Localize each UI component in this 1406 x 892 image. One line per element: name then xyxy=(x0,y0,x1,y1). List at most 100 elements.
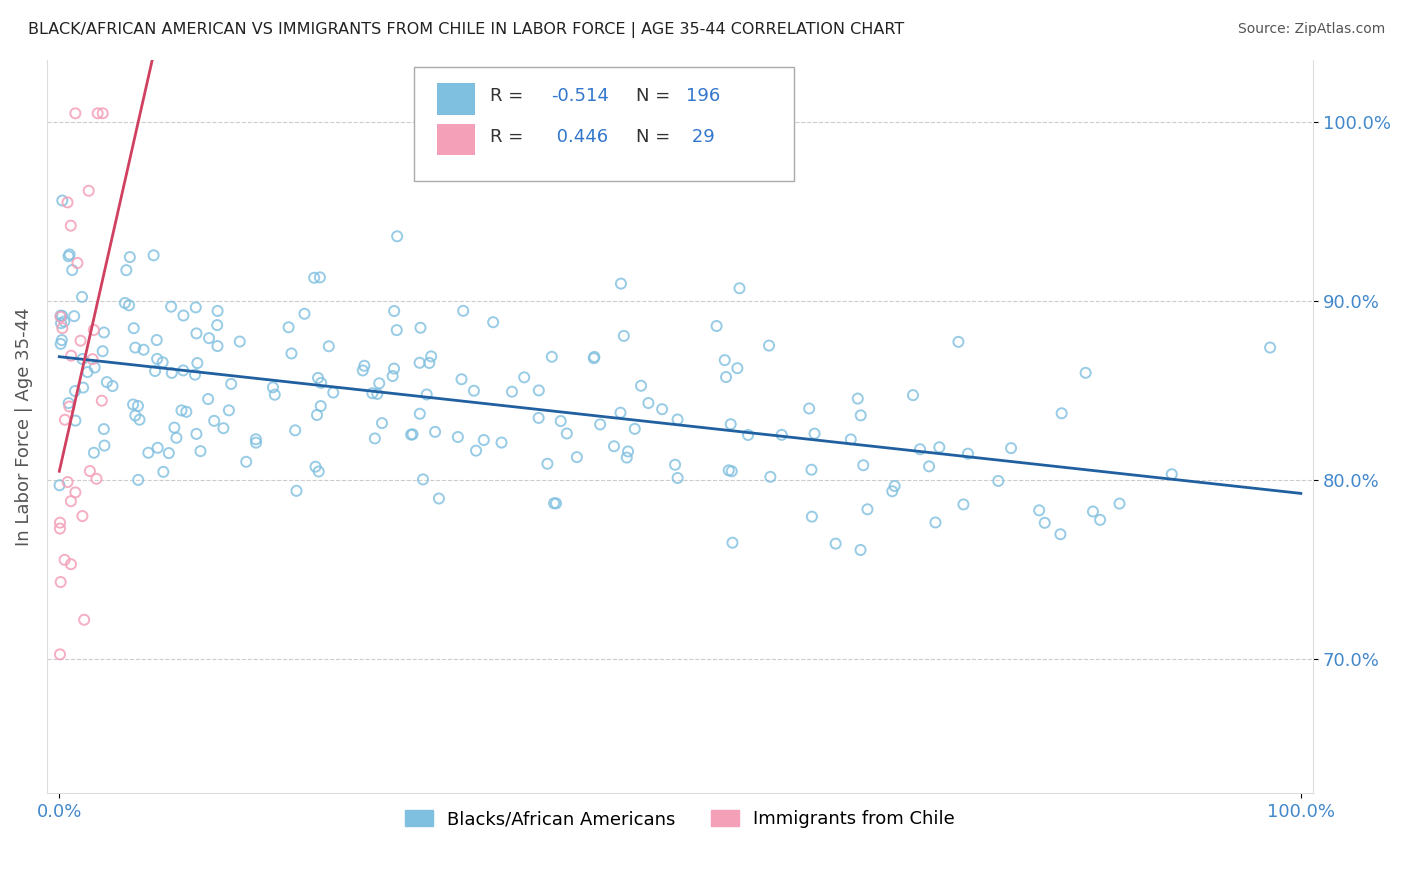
Point xyxy=(90,393,112,408)
Point xyxy=(86,472,108,486)
Point xyxy=(856,502,879,516)
Point xyxy=(799,401,821,416)
Point xyxy=(882,484,904,499)
Point xyxy=(1074,366,1097,380)
Point xyxy=(956,447,979,461)
Point xyxy=(114,296,136,310)
Point xyxy=(382,361,405,376)
Point xyxy=(115,263,138,277)
Point xyxy=(122,397,145,411)
Point xyxy=(59,494,82,508)
Point xyxy=(72,351,94,366)
Point xyxy=(263,387,285,401)
Point xyxy=(472,433,495,447)
Point xyxy=(60,349,83,363)
Point xyxy=(322,385,344,400)
Point xyxy=(617,444,640,458)
Point xyxy=(901,388,924,402)
Point xyxy=(127,473,149,487)
Point xyxy=(416,387,439,401)
Point xyxy=(408,356,430,370)
Point xyxy=(309,399,332,413)
Point xyxy=(1108,497,1130,511)
Point xyxy=(70,290,93,304)
Point xyxy=(924,516,946,530)
Point xyxy=(82,352,104,367)
Point xyxy=(908,442,931,457)
Point xyxy=(66,256,89,270)
Point xyxy=(839,433,862,447)
Point xyxy=(51,309,73,323)
Point xyxy=(93,422,115,436)
Point xyxy=(172,363,194,377)
Point xyxy=(603,439,626,453)
Text: 29: 29 xyxy=(686,128,716,145)
Point xyxy=(49,648,72,662)
Point xyxy=(401,427,423,442)
Point xyxy=(536,457,558,471)
Point xyxy=(69,334,91,348)
Point xyxy=(423,425,446,439)
Point xyxy=(651,402,673,417)
Point xyxy=(72,381,94,395)
Point xyxy=(124,409,146,423)
Point xyxy=(219,376,242,391)
Point xyxy=(152,355,174,369)
Point xyxy=(589,417,612,432)
Point xyxy=(184,368,207,382)
Point xyxy=(197,392,219,406)
Point xyxy=(91,106,114,120)
Point xyxy=(420,350,443,364)
Point xyxy=(852,458,875,473)
Point xyxy=(96,375,118,389)
Point xyxy=(157,446,180,460)
Text: Source: ZipAtlas.com: Source: ZipAtlas.com xyxy=(1237,22,1385,37)
Point xyxy=(948,334,970,349)
Point xyxy=(463,384,485,398)
Point xyxy=(198,331,221,345)
Point xyxy=(666,471,689,485)
Point xyxy=(146,441,169,455)
Point xyxy=(58,247,80,261)
Point xyxy=(163,420,186,434)
Point xyxy=(51,321,73,335)
Point xyxy=(83,446,105,460)
Point xyxy=(482,315,505,329)
Point xyxy=(544,496,567,510)
Point xyxy=(616,450,638,465)
Point xyxy=(399,427,422,442)
Point xyxy=(630,378,652,392)
Point xyxy=(770,428,793,442)
Point xyxy=(184,301,207,315)
Point xyxy=(385,229,408,244)
Point xyxy=(143,364,166,378)
Point xyxy=(800,509,823,524)
Point xyxy=(513,370,536,384)
Point xyxy=(371,416,394,430)
Point xyxy=(49,310,72,324)
Point xyxy=(427,491,450,506)
Point xyxy=(409,407,432,421)
Point xyxy=(53,553,76,567)
Point xyxy=(83,323,105,337)
Point xyxy=(51,194,73,208)
Point xyxy=(49,575,72,590)
Point xyxy=(501,384,523,399)
Point xyxy=(56,475,79,489)
Point xyxy=(86,106,108,120)
Point xyxy=(277,320,299,334)
Point xyxy=(122,321,145,335)
Y-axis label: In Labor Force | Age 35-44: In Labor Force | Age 35-44 xyxy=(15,307,32,546)
Point xyxy=(63,384,86,398)
Point xyxy=(1049,527,1071,541)
Point xyxy=(145,333,167,347)
Point xyxy=(849,409,872,423)
Point xyxy=(883,479,905,493)
Point xyxy=(725,361,748,376)
Point xyxy=(58,396,80,410)
Point xyxy=(60,263,83,277)
Point xyxy=(846,392,869,406)
Point xyxy=(1028,503,1050,517)
Text: R =: R = xyxy=(491,87,529,105)
Point xyxy=(229,334,252,349)
